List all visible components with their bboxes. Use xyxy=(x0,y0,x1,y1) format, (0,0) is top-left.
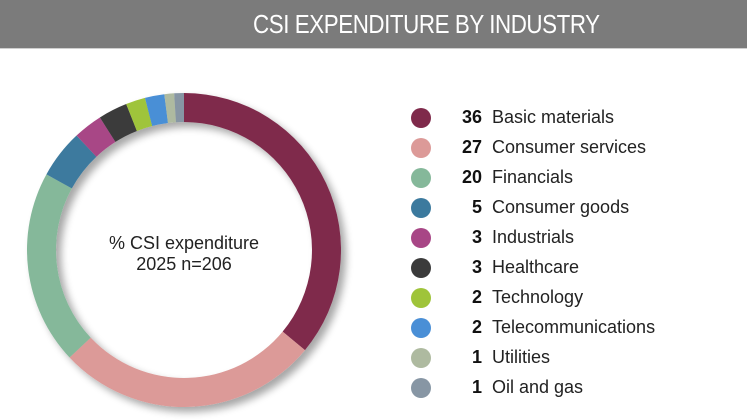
legend: 36 Basic materials 27 Consumer services 20 Fi… xyxy=(408,104,708,404)
legend-item: 2 Telecommunications xyxy=(408,314,708,344)
legend-label: Healthcare xyxy=(492,257,580,277)
center-label-line-2: 2025 n=206 xyxy=(136,254,232,274)
legend-label: Telecommunications xyxy=(492,317,656,337)
legend-item: 3 Industrials xyxy=(408,224,708,254)
donut-chart xyxy=(26,93,341,408)
legend-label: Consumer services xyxy=(492,137,647,157)
donut-slice-healthcare xyxy=(99,104,137,142)
legend-swatch xyxy=(411,228,431,248)
legend-swatch xyxy=(411,378,431,398)
header-bar: CSI EXPENDITURE BY INDUSTRY xyxy=(0,0,747,49)
donut-slices xyxy=(26,93,341,408)
legend-item: 1 Utilities xyxy=(408,344,708,374)
legend-value: 20 xyxy=(461,167,482,187)
legend-value: 36 xyxy=(461,107,482,127)
legend-value: 1 xyxy=(471,347,482,367)
legend-label: Basic materials xyxy=(492,107,615,127)
legend-value: 2 xyxy=(471,287,482,307)
donut-slice-industrials xyxy=(76,117,116,157)
donut-slice-technology xyxy=(126,97,153,131)
donut-slice-consumer-goods xyxy=(46,135,97,189)
legend-swatch xyxy=(411,168,431,188)
legend-swatch xyxy=(411,138,431,158)
legend-item: 3 Healthcare xyxy=(408,254,708,284)
legend-label: Utilities xyxy=(492,347,551,367)
center-label-line-1: % CSI expenditure xyxy=(108,233,260,253)
legend-value: 27 xyxy=(461,137,482,157)
donut-slice-consumer-services xyxy=(69,331,305,408)
donut-slice-telecommunications xyxy=(144,94,168,127)
legend-swatch xyxy=(411,258,431,278)
legend-swatch xyxy=(411,348,431,368)
legend-swatch xyxy=(411,288,431,308)
legend-value: 2 xyxy=(471,317,482,337)
legend-item: 36 Basic materials xyxy=(408,104,708,134)
legend-label: Technology xyxy=(492,287,584,307)
legend-value: 3 xyxy=(471,257,482,277)
legend-value: 1 xyxy=(471,377,482,397)
legend-item: 1 Oil and gas xyxy=(408,374,708,404)
donut-slice-utilities xyxy=(164,93,176,124)
legend-label: Financials xyxy=(492,167,574,187)
donut-slice-basic-materials xyxy=(184,93,341,351)
legend-label: Industrials xyxy=(492,227,575,247)
legend-label: Consumer goods xyxy=(492,197,630,217)
legend-swatch xyxy=(411,318,431,338)
legend-item: 2 Technology xyxy=(408,284,708,314)
legend-value: 5 xyxy=(471,197,482,217)
legend-swatch xyxy=(411,108,431,128)
legend-item: 27 Consumer services xyxy=(408,134,708,164)
legend-item: 5 Consumer goods xyxy=(408,194,708,224)
legend-item: 20 Financials xyxy=(408,164,708,194)
chart-title: CSI EXPENDITURE BY INDUSTRY xyxy=(253,9,600,39)
donut-slice-financials xyxy=(26,174,91,358)
legend-swatch xyxy=(411,198,431,218)
legend-value: 3 xyxy=(471,227,482,247)
legend-label: Oil and gas xyxy=(492,377,584,397)
donut-slice-oil-and-gas xyxy=(174,93,184,123)
